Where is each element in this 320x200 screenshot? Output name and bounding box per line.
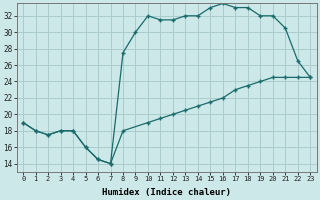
X-axis label: Humidex (Indice chaleur): Humidex (Indice chaleur) [102,188,231,197]
